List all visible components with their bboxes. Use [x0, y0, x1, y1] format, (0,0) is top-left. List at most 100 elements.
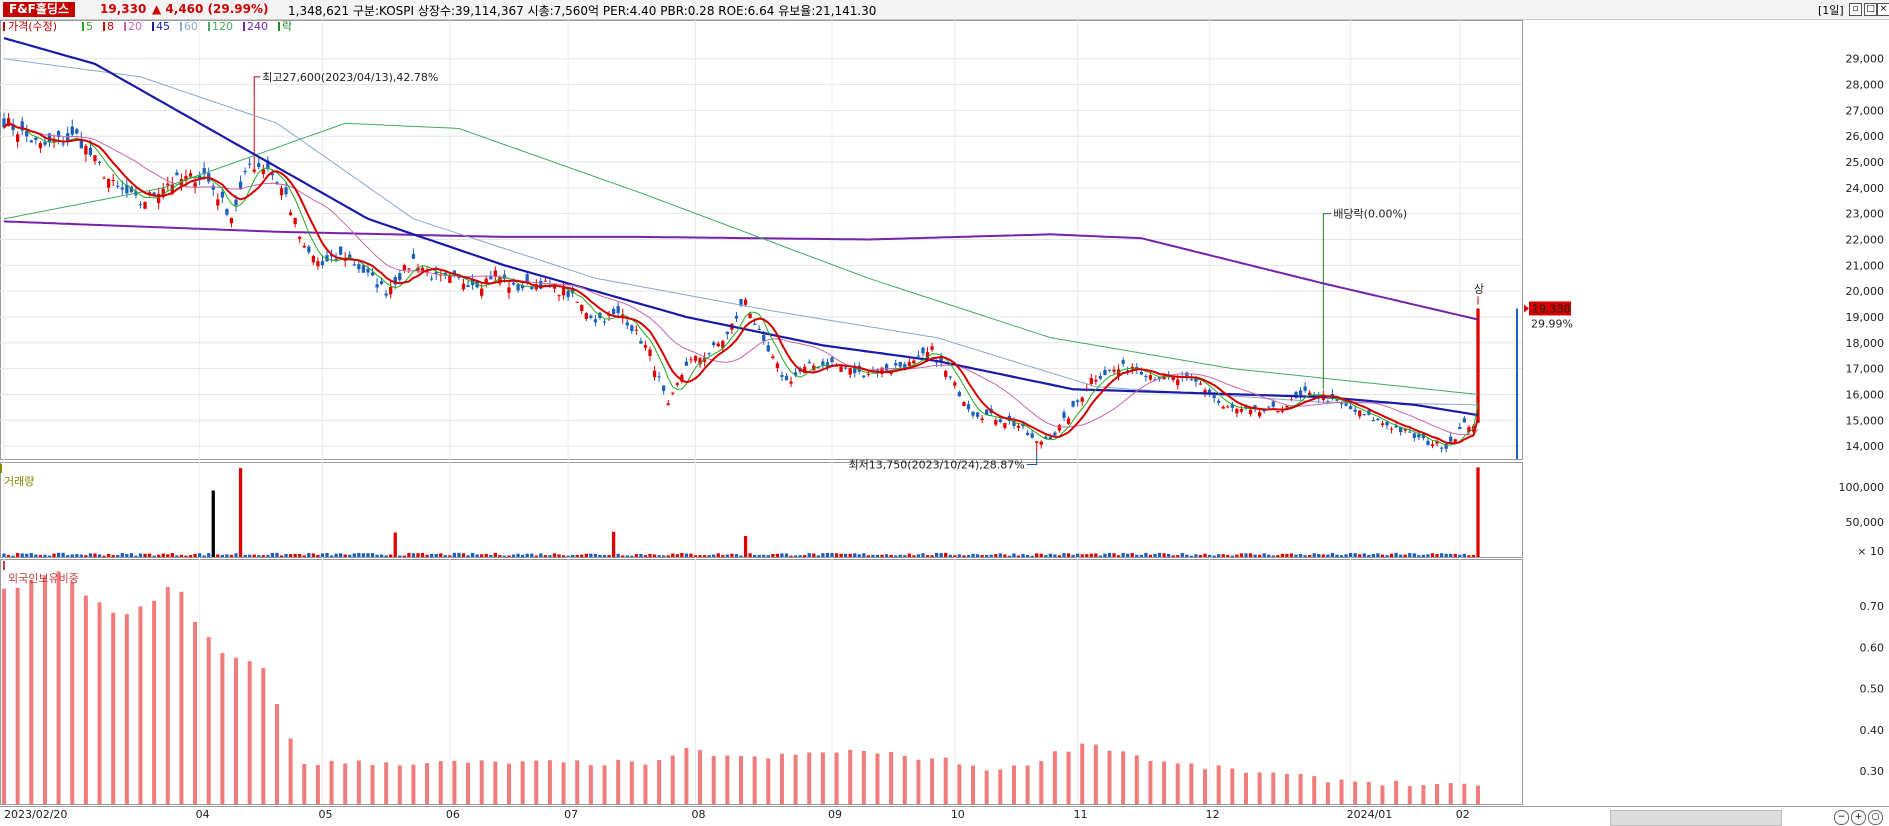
volume-bar [457, 552, 461, 557]
zoom-in-icon[interactable]: + [1851, 810, 1866, 825]
foreign-bar [1243, 772, 1248, 804]
candle-body [662, 385, 666, 391]
volume-bar [461, 553, 466, 557]
close-icon[interactable]: × [1877, 3, 1889, 16]
foreign-bar [1366, 781, 1371, 804]
volume-bar [1444, 553, 1448, 557]
volume-bar [1157, 552, 1162, 557]
volume-bar [903, 555, 907, 557]
volume-bar [1380, 554, 1385, 557]
candle-body [111, 180, 115, 182]
candle-body [1421, 433, 1426, 439]
candle-body [1107, 369, 1112, 371]
volume-bar [675, 554, 679, 557]
foreign-bar [70, 581, 75, 804]
candle-body [434, 271, 438, 274]
candle-body [243, 170, 247, 173]
volume-bar [607, 555, 611, 557]
candle-body [1412, 433, 1416, 438]
legend-volume-marker [0, 464, 2, 473]
foreign-bar [466, 762, 471, 804]
candle-body [939, 358, 943, 363]
restore-icon[interactable]: ▫ [1849, 3, 1862, 16]
foreign-bar [998, 769, 1003, 804]
last-price-badge [1529, 301, 1571, 316]
candle-body [716, 343, 720, 347]
foreign-bar [1148, 760, 1153, 804]
candle-body [275, 182, 279, 184]
candle-body [1207, 389, 1212, 395]
volume-bar [493, 552, 497, 557]
x-tick-label: 12 [1206, 808, 1220, 821]
candle-body [498, 277, 502, 284]
foreign-ratio-panel [2, 571, 1480, 804]
candle-body [712, 342, 716, 346]
foreign-bar [889, 751, 894, 804]
volume-bar [944, 552, 948, 557]
volume-bar [343, 554, 347, 557]
candle-body [884, 364, 889, 371]
volume-bar [243, 554, 247, 557]
candle-body [584, 313, 588, 319]
stock-chart[interactable]: 14,000 15,000 16,000 17,000 18,000 19,000 20,0… [0, 20, 1889, 826]
scroll-thumb[interactable] [1768, 810, 1824, 824]
candle-body [1035, 441, 1039, 443]
volume-bar [580, 554, 584, 557]
volume-bar [1235, 554, 1239, 557]
ma20-line [3, 122, 1479, 436]
foreign-bar [1066, 751, 1071, 804]
volume-bar [1066, 553, 1071, 557]
volume-bar [366, 553, 370, 557]
volume-bar [1257, 554, 1262, 557]
price-panel [2, 94, 1480, 453]
zoom-reset-icon[interactable]: ○ [1868, 810, 1883, 825]
volume-bar [1103, 553, 1107, 557]
volume-bar [1412, 553, 1416, 557]
candle-body [1217, 400, 1221, 403]
foreign-bar [643, 764, 648, 804]
candle-body [2, 118, 6, 128]
volume-bar [1312, 553, 1316, 557]
candle-body [311, 256, 315, 263]
panel-frame [0, 559, 1523, 805]
volume-bar [188, 555, 193, 557]
candle-body [707, 353, 711, 355]
volume-bar [1289, 553, 1294, 557]
candle-body [762, 334, 766, 341]
volume-bar [1344, 554, 1348, 557]
candle-body [197, 175, 202, 179]
volume-bar [848, 553, 852, 557]
volume-bar [1016, 555, 1021, 557]
volume-bar [520, 554, 525, 557]
volume-bar [56, 552, 61, 557]
volume-bar [234, 553, 238, 557]
candle-body [279, 188, 284, 196]
candle-body [948, 376, 952, 378]
stock-name[interactable]: F&F홀딩스 [3, 2, 75, 17]
candle-body [129, 186, 134, 193]
volume-bar [1089, 553, 1093, 557]
zoom-out-icon[interactable]: − [1834, 810, 1849, 825]
candle-body [266, 160, 270, 169]
horizontal-scrollbar[interactable] [1610, 810, 1782, 826]
period-selector[interactable]: [1일] [1818, 4, 1844, 17]
volume-bar [1303, 555, 1307, 557]
candle-body [375, 284, 379, 288]
volume-bar [625, 555, 629, 557]
volume-bar [1126, 553, 1130, 557]
volume-bar [630, 555, 634, 557]
candle-body [1230, 404, 1234, 408]
volume-bar [1039, 553, 1043, 557]
candle-body [934, 361, 939, 363]
candle-body [88, 147, 93, 156]
candle-body [1358, 410, 1362, 417]
foreign-tick-label: 0.30 [1860, 765, 1885, 778]
maximize-icon[interactable]: □ [1864, 3, 1877, 16]
volume-bar [1321, 554, 1325, 557]
foreign-bar [370, 764, 375, 804]
candle-body [1303, 386, 1307, 391]
foreign-bar [1162, 761, 1167, 804]
candle-body [739, 299, 743, 306]
axes: 14,000 15,000 16,000 17,000 18,000 19,000 20,0… [0, 53, 1889, 821]
volume-bar [1262, 553, 1266, 557]
